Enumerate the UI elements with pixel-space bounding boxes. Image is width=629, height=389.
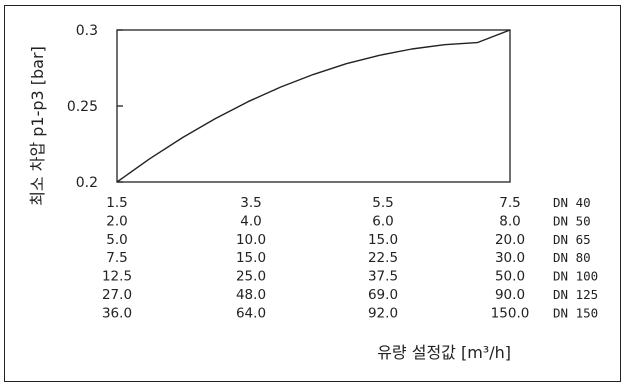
- x-tick-label: 150.0: [491, 305, 530, 321]
- x-tick-label: 64.0: [236, 305, 266, 321]
- x-tick-label: 5.0: [106, 232, 127, 248]
- dn-size-label: DN 50: [553, 213, 591, 228]
- dn-size-label: DN 65: [553, 232, 591, 247]
- dn-size-label: DN 125: [553, 287, 598, 302]
- x-tick-label: 20.0: [495, 232, 525, 248]
- dn-size-label: DN 40: [553, 195, 591, 210]
- x-tick-label: 4.0: [240, 213, 261, 229]
- x-tick-label: 25.0: [236, 269, 266, 285]
- x-tick-label: 12.5: [102, 269, 132, 285]
- x-tick-label: 15.0: [236, 250, 266, 266]
- y-tick-label: 0.25: [67, 99, 98, 115]
- y-tick-label: 0.3: [76, 23, 98, 39]
- x-tick-label: 7.5: [106, 250, 127, 266]
- x-tick-label: 50.0: [495, 269, 525, 285]
- x-tick-label: 2.0: [106, 213, 127, 229]
- x-tick-label: 7.5: [499, 195, 520, 211]
- x-tick-label: 22.5: [368, 250, 398, 266]
- figure-frame: [4, 5, 621, 382]
- x-tick-label: 90.0: [495, 287, 525, 303]
- x-tick-label: 92.0: [368, 305, 398, 321]
- x-tick-label: 36.0: [102, 305, 132, 321]
- x-axis-title: 유량 설정값 [m³/h]: [377, 343, 511, 362]
- plot-area: [116, 29, 511, 183]
- dn-size-label: DN 150: [553, 305, 598, 320]
- x-tick-label: 8.0: [499, 213, 520, 229]
- y-axis-title: 최소 차압 p1-p3 [bar]: [28, 46, 47, 206]
- dn-size-label: DN 100: [553, 269, 598, 284]
- x-tick-label: 1.5: [106, 195, 127, 211]
- y-tick-label: 0.2: [76, 175, 98, 191]
- x-tick-label: 5.5: [372, 195, 393, 211]
- x-tick-label: 30.0: [495, 250, 525, 266]
- x-tick-label: 27.0: [102, 287, 132, 303]
- x-tick-label: 10.0: [236, 232, 266, 248]
- x-tick-label: 15.0: [368, 232, 398, 248]
- x-tick-label: 3.5: [240, 195, 261, 211]
- x-tick-label: 37.5: [368, 269, 398, 285]
- min-diff-pressure-curve: [116, 29, 511, 183]
- x-tick-label: 48.0: [236, 287, 266, 303]
- x-tick-label: 69.0: [368, 287, 398, 303]
- dn-size-label: DN 80: [553, 250, 591, 265]
- x-tick-label: 6.0: [372, 213, 393, 229]
